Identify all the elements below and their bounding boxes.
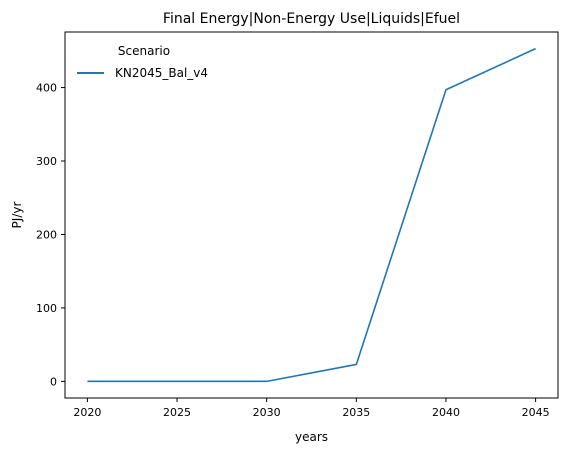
- series-line: [87, 47, 536, 383]
- series-layer: [87, 47, 536, 383]
- y-tick-label: 200: [36, 228, 57, 241]
- legend-series-label: KN2045_Bal_v4: [115, 66, 208, 80]
- legend: Scenario KN2045_Bal_v4: [77, 44, 208, 80]
- y-tick-label: 300: [36, 155, 57, 168]
- plot-area: 2020 2025 2030 2035 2040 2045 0 100 200 300 400: [36, 31, 559, 419]
- y-tick-label: 100: [36, 302, 57, 315]
- x-axis-ticks: 2020 2025 2030 2035 2040 2045: [73, 398, 550, 419]
- x-tick-label: 2035: [342, 406, 370, 419]
- x-axis-label: years: [295, 430, 328, 444]
- y-tick-label: 400: [36, 82, 57, 95]
- x-tick-label: 2025: [163, 406, 191, 419]
- x-tick-label: 2020: [73, 406, 101, 419]
- plot-frame: [64, 31, 559, 399]
- x-tick-label: 2040: [432, 406, 460, 419]
- x-tick-label: 2045: [522, 406, 550, 419]
- legend-title: Scenario: [118, 44, 170, 58]
- chart-title: Final Energy|Non-Energy Use|Liquids|Efue…: [163, 11, 460, 27]
- y-axis-ticks: 0 100 200 300 400: [36, 82, 65, 388]
- x-tick-label: 2030: [253, 406, 281, 419]
- y-tick-label: 0: [50, 375, 57, 388]
- y-axis-label: PJ/yr: [10, 202, 24, 229]
